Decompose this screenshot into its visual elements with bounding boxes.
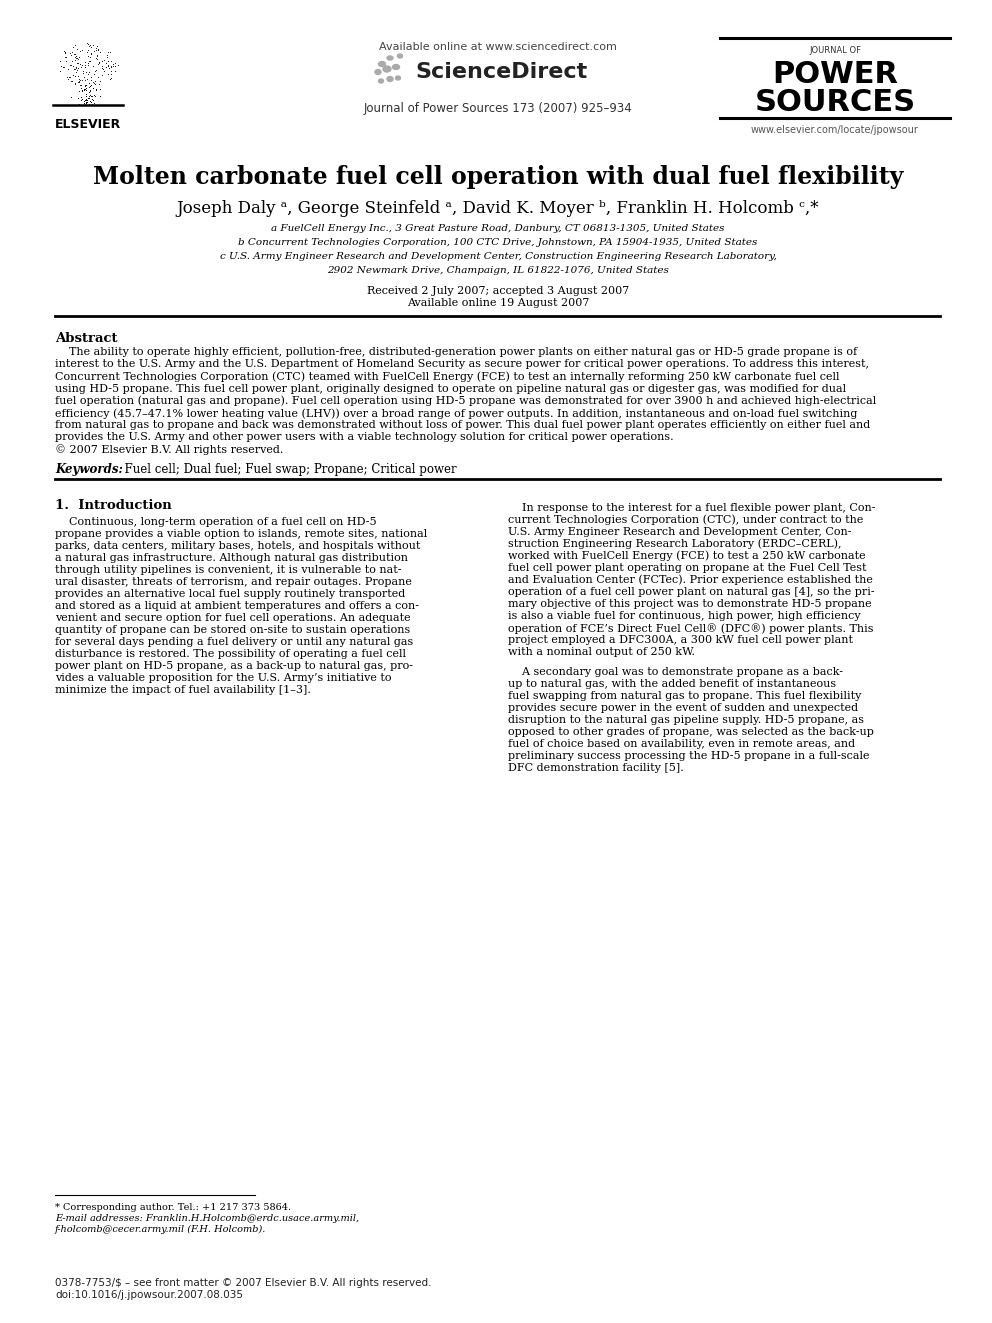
Text: and Evaluation Center (FCTec). Prior experience established the: and Evaluation Center (FCTec). Prior exp…	[508, 574, 873, 585]
Ellipse shape	[396, 75, 401, 79]
Ellipse shape	[379, 61, 386, 66]
Text: In response to the interest for a fuel flexible power plant, Con-: In response to the interest for a fuel f…	[508, 503, 876, 513]
Text: 0378-7753/$ – see front matter © 2007 Elsevier B.V. All rights reserved.: 0378-7753/$ – see front matter © 2007 El…	[55, 1278, 432, 1289]
Text: operation of FCE’s Direct Fuel Cell® (DFC®) power plants. This: operation of FCE’s Direct Fuel Cell® (DF…	[508, 623, 874, 634]
Text: * Corresponding author. Tel.: +1 217 373 5864.: * Corresponding author. Tel.: +1 217 373…	[55, 1203, 291, 1212]
Text: disturbance is restored. The possibility of operating a fuel cell: disturbance is restored. The possibility…	[55, 648, 406, 659]
Text: quantity of propane can be stored on-site to sustain operations: quantity of propane can be stored on-sit…	[55, 624, 411, 635]
Text: Journal of Power Sources 173 (2007) 925–934: Journal of Power Sources 173 (2007) 925–…	[364, 102, 632, 115]
Text: vides a valuable proposition for the U.S. Army’s initiative to: vides a valuable proposition for the U.S…	[55, 673, 392, 683]
Ellipse shape	[387, 77, 393, 82]
Text: SOURCES: SOURCES	[755, 89, 916, 116]
Text: Concurrent Technologies Corporation (CTC) teamed with FuelCell Energy (FCE) to t: Concurrent Technologies Corporation (CTC…	[55, 372, 839, 382]
Text: The ability to operate highly efficient, pollution-free, distributed-generation : The ability to operate highly efficient,…	[55, 347, 857, 357]
Text: a natural gas infrastructure. Although natural gas distribution: a natural gas infrastructure. Although n…	[55, 553, 408, 562]
Text: a FuelCell Energy Inc., 3 Great Pasture Road, Danbury, CT 06813-1305, United Sta: a FuelCell Energy Inc., 3 Great Pasture …	[271, 224, 725, 233]
Text: for several days pending a fuel delivery or until any natural gas: for several days pending a fuel delivery…	[55, 636, 414, 647]
Text: mary objective of this project was to demonstrate HD-5 propane: mary objective of this project was to de…	[508, 599, 872, 609]
Text: Received 2 July 2007; accepted 3 August 2007: Received 2 July 2007; accepted 3 August …	[367, 286, 629, 296]
Text: Continuous, long-term operation of a fuel cell on HD-5: Continuous, long-term operation of a fue…	[55, 517, 377, 527]
Text: DFC demonstration facility [5].: DFC demonstration facility [5].	[508, 763, 683, 773]
Text: and stored as a liquid at ambient temperatures and offers a con-: and stored as a liquid at ambient temper…	[55, 601, 419, 611]
Text: provides an alternative local fuel supply routinely transported: provides an alternative local fuel suppl…	[55, 589, 406, 599]
Text: fuel swapping from natural gas to propane. This fuel flexibility: fuel swapping from natural gas to propan…	[508, 691, 861, 701]
Text: POWER: POWER	[772, 60, 898, 89]
Text: Available online at www.sciencedirect.com: Available online at www.sciencedirect.co…	[379, 42, 617, 52]
Text: fuel cell power plant operating on propane at the Fuel Cell Test: fuel cell power plant operating on propa…	[508, 562, 866, 573]
Text: Available online 19 August 2007: Available online 19 August 2007	[407, 298, 589, 308]
Text: efficiency (45.7–47.1% lower heating value (LHV)) over a broad range of power ou: efficiency (45.7–47.1% lower heating val…	[55, 407, 857, 418]
Text: 2902 Newmark Drive, Champaign, IL 61822-1076, United States: 2902 Newmark Drive, Champaign, IL 61822-…	[327, 266, 669, 275]
Text: ural disaster, threats of terrorism, and repair outages. Propane: ural disaster, threats of terrorism, and…	[55, 577, 412, 587]
Text: b Concurrent Technologies Corporation, 100 CTC Drive, Johnstown, PA 15904-1935, : b Concurrent Technologies Corporation, 1…	[238, 238, 758, 247]
Text: parks, data centers, military bases, hotels, and hospitals without: parks, data centers, military bases, hot…	[55, 541, 421, 550]
Text: operation of a fuel cell power plant on natural gas [4], so the pri-: operation of a fuel cell power plant on …	[508, 587, 875, 597]
Text: f-holcomb@cecer.army.mil (F.H. Holcomb).: f-holcomb@cecer.army.mil (F.H. Holcomb).	[55, 1225, 267, 1234]
Text: E-mail addresses: Franklin.H.Holcomb@erdc.usace.army.mil,: E-mail addresses: Franklin.H.Holcomb@erd…	[55, 1215, 359, 1222]
Text: with a nominal output of 250 kW.: with a nominal output of 250 kW.	[508, 647, 695, 656]
Text: c U.S. Army Engineer Research and Development Center, Construction Engineering R: c U.S. Army Engineer Research and Develo…	[219, 251, 777, 261]
Text: through utility pipelines is convenient, it is vulnerable to nat-: through utility pipelines is convenient,…	[55, 565, 402, 574]
Text: using HD-5 propane. This fuel cell power plant, originally designed to operate o: using HD-5 propane. This fuel cell power…	[55, 384, 846, 394]
Text: doi:10.1016/j.jpowsour.2007.08.035: doi:10.1016/j.jpowsour.2007.08.035	[55, 1290, 243, 1301]
Text: up to natural gas, with the added benefit of instantaneous: up to natural gas, with the added benefi…	[508, 679, 836, 689]
Text: struction Engineering Research Laboratory (ERDC–CERL),: struction Engineering Research Laborator…	[508, 538, 841, 549]
Text: minimize the impact of fuel availability [1–3].: minimize the impact of fuel availability…	[55, 685, 310, 695]
Text: provides the U.S. Army and other power users with a viable technology solution f: provides the U.S. Army and other power u…	[55, 433, 674, 442]
Text: fuel operation (natural gas and propane). Fuel cell operation using HD-5 propane: fuel operation (natural gas and propane)…	[55, 396, 876, 406]
Text: 1.  Introduction: 1. Introduction	[55, 499, 172, 512]
Text: opposed to other grades of propane, was selected as the back-up: opposed to other grades of propane, was …	[508, 726, 874, 737]
Text: venient and secure option for fuel cell operations. An adequate: venient and secure option for fuel cell …	[55, 613, 411, 623]
Text: JOURNAL OF: JOURNAL OF	[809, 46, 861, 56]
Text: worked with FuelCell Energy (FCE) to test a 250 kW carbonate: worked with FuelCell Energy (FCE) to tes…	[508, 550, 866, 561]
Text: ELSEVIER: ELSEVIER	[55, 118, 121, 131]
Text: propane provides a viable option to islands, remote sites, national: propane provides a viable option to isla…	[55, 529, 428, 538]
Ellipse shape	[383, 66, 391, 71]
Text: from natural gas to propane and back was demonstrated without loss of power. Thi: from natural gas to propane and back was…	[55, 421, 870, 430]
Ellipse shape	[393, 65, 400, 70]
Text: disruption to the natural gas pipeline supply. HD-5 propane, as: disruption to the natural gas pipeline s…	[508, 714, 864, 725]
Ellipse shape	[387, 56, 393, 60]
Text: project employed a DFC300A, a 300 kW fuel cell power plant: project employed a DFC300A, a 300 kW fue…	[508, 635, 853, 644]
Text: Fuel cell; Dual fuel; Fuel swap; Propane; Critical power: Fuel cell; Dual fuel; Fuel swap; Propane…	[117, 463, 456, 476]
Text: ScienceDirect: ScienceDirect	[415, 62, 587, 82]
Text: power plant on HD-5 propane, as a back-up to natural gas, pro-: power plant on HD-5 propane, as a back-u…	[55, 660, 413, 671]
Text: current Technologies Corporation (CTC), under contract to the: current Technologies Corporation (CTC), …	[508, 515, 863, 525]
Ellipse shape	[398, 54, 403, 58]
Text: fuel of choice based on availability, even in remote areas, and: fuel of choice based on availability, ev…	[508, 738, 855, 749]
Text: www.elsevier.com/locate/jpowsour: www.elsevier.com/locate/jpowsour	[751, 124, 919, 135]
Text: preliminary success processing the HD-5 propane in a full-scale: preliminary success processing the HD-5 …	[508, 750, 870, 761]
Text: Joseph Daly ᵃ, George Steinfeld ᵃ, David K. Moyer ᵇ, Franklin H. Holcomb ᶜ,*: Joseph Daly ᵃ, George Steinfeld ᵃ, David…	[177, 200, 819, 217]
Text: interest to the U.S. Army and the U.S. Department of Homeland Security as secure: interest to the U.S. Army and the U.S. D…	[55, 360, 869, 369]
Ellipse shape	[375, 70, 381, 74]
Text: Abstract: Abstract	[55, 332, 117, 345]
Ellipse shape	[379, 79, 384, 83]
Text: © 2007 Elsevier B.V. All rights reserved.: © 2007 Elsevier B.V. All rights reserved…	[55, 445, 284, 455]
Text: provides secure power in the event of sudden and unexpected: provides secure power in the event of su…	[508, 703, 858, 713]
Text: is also a viable fuel for continuous, high power, high efficiency: is also a viable fuel for continuous, hi…	[508, 611, 861, 620]
Text: U.S. Army Engineer Research and Development Center, Con-: U.S. Army Engineer Research and Developm…	[508, 527, 851, 537]
Text: Keywords:: Keywords:	[55, 463, 123, 476]
Text: Molten carbonate fuel cell operation with dual fuel flexibility: Molten carbonate fuel cell operation wit…	[93, 165, 903, 189]
Text: A secondary goal was to demonstrate propane as a back-: A secondary goal was to demonstrate prop…	[508, 667, 843, 677]
